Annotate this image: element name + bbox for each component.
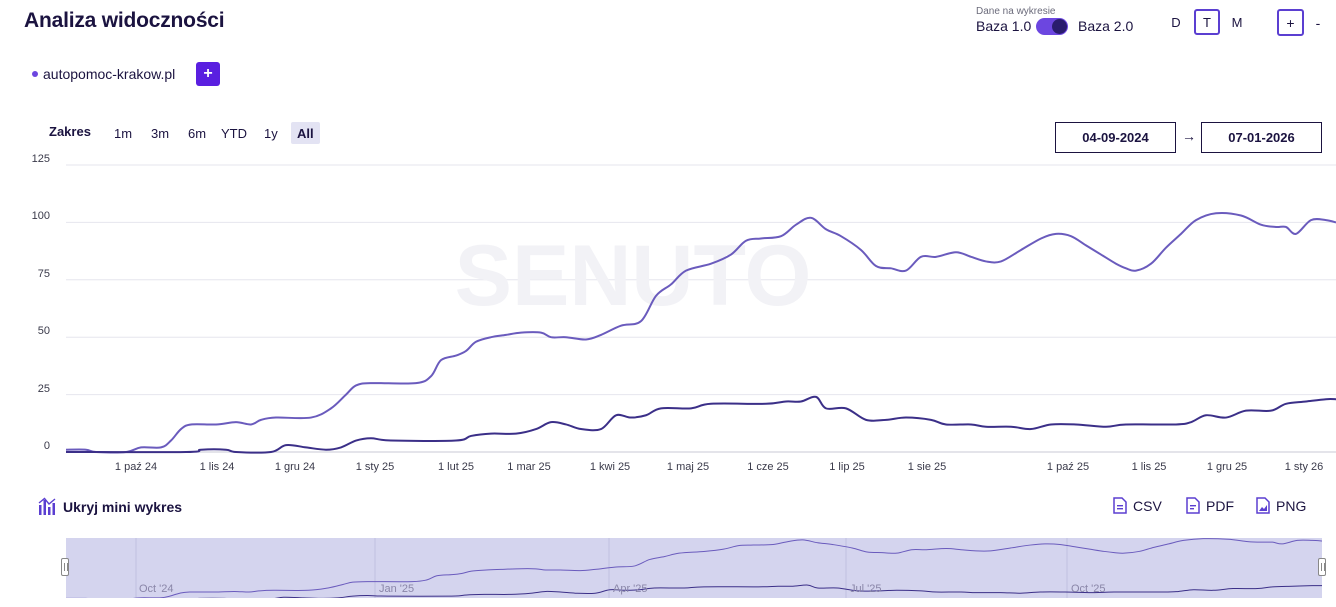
export-pdf-label: PDF — [1206, 497, 1234, 514]
range-1m-button[interactable]: 1m — [114, 125, 133, 141]
series-line-1 — [65, 212, 1336, 454]
x-tick-label: 1 sty 25 — [355, 461, 395, 473]
y-tick-label: 50 — [37, 325, 50, 338]
mini-series-line-1 — [66, 538, 1322, 598]
range-1y-button[interactable]: 1y — [264, 125, 278, 141]
x-tick-label: 1 sie 25 — [907, 461, 947, 473]
range-6m-button[interactable]: 6m — [188, 125, 207, 141]
data-source-label: Dane na wykresie — [976, 6, 1056, 17]
x-tick-label: 1 maj 25 — [666, 461, 710, 473]
x-tick-label: 1 paź 25 — [1046, 461, 1090, 473]
bar-chart-icon — [38, 497, 56, 515]
x-tick-label: 1 gru 25 — [1206, 461, 1248, 473]
visibility-chart-svg: SENUTO — [65, 164, 1336, 454]
series-line-2 — [65, 395, 1336, 454]
y-tick-label: 125 — [31, 153, 50, 165]
chart-grid — [66, 164, 1336, 453]
domain-color-dot — [32, 71, 38, 77]
y-tick-label: 100 — [31, 210, 50, 223]
x-tick-label: 1 cze 25 — [747, 461, 789, 473]
export-csv-button[interactable]: CSV — [1113, 497, 1162, 514]
page-title: Analiza widoczności — [24, 9, 225, 32]
range-label: Zakres — [49, 124, 91, 139]
x-tick-label: 1 lis 24 — [199, 461, 235, 473]
x-tick-label: 1 lis 25 — [1131, 461, 1167, 473]
granularity-week-button[interactable]: T — [1194, 9, 1220, 35]
hide-mini-chart-toggle[interactable]: Ukryj mini wykres — [38, 497, 182, 516]
zoom-in-button[interactable]: + — [1277, 9, 1304, 36]
granularity-day-button[interactable]: D — [1171, 14, 1181, 30]
chart-lines — [65, 212, 1336, 454]
mini-chart-svg — [66, 538, 1322, 598]
mini-label-oct25: Oct '25 — [1071, 583, 1106, 595]
navigator-left-handle[interactable] — [61, 558, 69, 576]
x-tick-label: 1 lut 25 — [437, 461, 475, 473]
hide-mini-chart-label: Ukryj mini wykres — [63, 498, 183, 515]
x-tick-label: 1 lip 25 — [829, 461, 865, 473]
x-tick-label: 1 sty 26 — [1284, 461, 1324, 473]
toggle-knob — [1052, 19, 1067, 34]
date-from-input[interactable]: 04-09-2024 — [1055, 122, 1176, 153]
pdf-file-icon — [1186, 497, 1200, 514]
granularity-month-button[interactable]: M — [1231, 14, 1243, 30]
x-tick-label: 1 paź 24 — [114, 461, 158, 473]
navigator-right-handle[interactable] — [1318, 558, 1326, 576]
date-arrow-icon: → — [1182, 128, 1196, 144]
export-pdf-button[interactable]: PDF — [1186, 497, 1234, 514]
y-tick-label: 75 — [37, 267, 50, 280]
mini-series-line-2 — [197, 584, 1322, 598]
range-3m-button[interactable]: 3m — [151, 125, 170, 141]
export-png-label: PNG — [1276, 497, 1307, 514]
baza1-label: Baza 1.0 — [976, 18, 1032, 34]
add-domain-button[interactable]: + — [196, 62, 220, 86]
range-ytd-button[interactable]: YTD — [221, 125, 247, 141]
mini-label-oct24: Oct '24 — [139, 583, 174, 595]
mini-label-apr25: Apr '25 — [613, 583, 648, 595]
y-tick-label: 0 — [43, 440, 50, 452]
baza2-label: Baza 2.0 — [1078, 18, 1134, 34]
database-toggle[interactable] — [1036, 18, 1068, 35]
y-tick-label: 25 — [37, 382, 50, 395]
date-to-input[interactable]: 07-01-2026 — [1201, 122, 1322, 153]
range-all-button[interactable]: All — [291, 122, 320, 144]
export-png-button[interactable]: PNG — [1256, 497, 1306, 514]
x-tick-label: 1 gru 24 — [274, 461, 316, 473]
mini-chart-navigator[interactable]: Oct '24 Jan '25 Apr '25 Jul '25 Oct '25 — [66, 538, 1322, 598]
zoom-out-button[interactable]: - — [1315, 14, 1321, 31]
png-file-icon — [1256, 497, 1270, 514]
mini-label-jan25: Jan '25 — [379, 583, 415, 595]
watermark-logo: SENUTO — [455, 228, 812, 324]
domain-label: autopomoc-krakow.pl — [43, 66, 176, 82]
csv-file-icon — [1113, 497, 1127, 514]
x-tick-label: 1 kwi 25 — [589, 461, 631, 473]
x-tick-label: 1 mar 25 — [507, 461, 551, 473]
export-csv-label: CSV — [1133, 497, 1162, 514]
visibility-chart: SENUTO — [0, 155, 1336, 480]
mini-label-jul25: Jul '25 — [850, 583, 882, 595]
